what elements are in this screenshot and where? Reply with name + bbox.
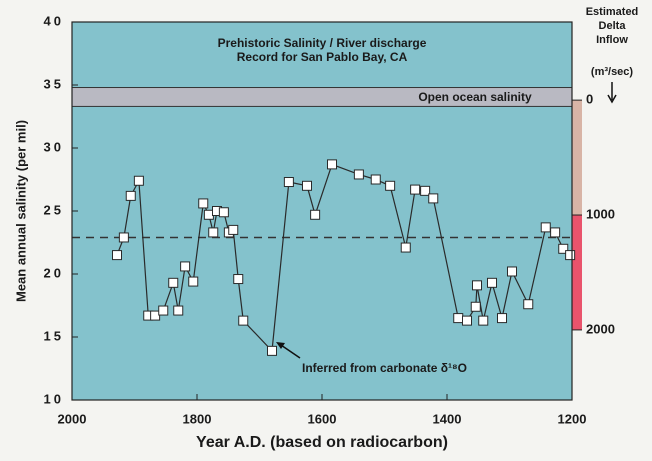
data-point	[310, 209, 321, 220]
data-point	[453, 313, 464, 324]
data-point	[158, 305, 169, 316]
data-point	[198, 198, 209, 209]
data-point	[462, 315, 472, 326]
data-point	[125, 190, 136, 201]
data-point	[188, 276, 199, 287]
data-point	[523, 299, 534, 310]
y2-axis-label: Delta	[599, 20, 627, 32]
data-point	[150, 310, 161, 321]
data-point	[173, 305, 184, 316]
data-point	[180, 261, 191, 272]
data-point	[133, 175, 144, 186]
y-tick-label: 35	[44, 76, 64, 91]
data-point	[540, 222, 551, 233]
data-point	[400, 242, 411, 253]
x-tick-label: 1600	[308, 411, 337, 426]
y-axis-label: Mean annual salinity (per mil)	[13, 120, 28, 302]
y2-tick-label: 0	[586, 92, 593, 107]
data-point	[267, 345, 277, 356]
x-axis-label: Year A.D. (based on radiocarbon)	[196, 434, 448, 451]
x-tick-label: 2000	[58, 411, 87, 426]
data-point	[208, 227, 219, 238]
plot-frame	[71, 21, 573, 401]
y2-axis-label: Estimated	[586, 6, 639, 18]
y-tick-label: 15	[44, 328, 64, 343]
data-point	[410, 184, 421, 195]
data-point	[385, 180, 396, 191]
chart-title: Prehistoric Salinity / River discharge	[218, 36, 427, 50]
y-tick-label: 40	[44, 13, 64, 28]
y-tick-label: 30	[44, 139, 64, 154]
data-point	[478, 315, 489, 326]
y-tick-label: 20	[44, 265, 64, 280]
data-point	[233, 274, 244, 285]
y2-axis-label: (m³/sec)	[591, 66, 634, 78]
plot-area	[72, 22, 572, 400]
data-point	[118, 232, 129, 243]
data-point	[558, 243, 569, 254]
arrow-head	[607, 94, 617, 104]
data-point	[565, 250, 576, 261]
y2-tick-label: 2000	[586, 321, 615, 336]
annotation: Inferred from carbonate δ¹⁸O	[302, 361, 467, 375]
data-point	[112, 250, 122, 261]
data-point	[420, 185, 431, 196]
y-tick-label: 10	[44, 391, 64, 406]
data-point	[327, 159, 337, 170]
x-tick-label: 1800	[183, 411, 212, 426]
reference-band-label: Open ocean salinity	[418, 90, 532, 104]
y2-color-segment	[572, 100, 582, 216]
annotation-arrow-head	[276, 342, 285, 349]
chart-title: Record for San Pablo Bay, CA	[237, 50, 408, 64]
data-point	[353, 169, 364, 180]
data-point	[487, 277, 497, 288]
data-point	[428, 193, 439, 204]
data-point	[370, 174, 381, 185]
y2-axis-label: Inflow	[596, 34, 628, 46]
y2-tick-label: 1000	[586, 206, 615, 221]
data-point	[218, 207, 229, 218]
data-point	[283, 177, 294, 188]
y2-color-segment	[572, 215, 582, 330]
data-point	[472, 280, 482, 291]
x-tick-label: 1400	[433, 411, 462, 426]
y-tick-label: 25	[44, 202, 64, 217]
data-point	[238, 315, 249, 326]
data-point	[470, 301, 481, 312]
data-point	[550, 227, 561, 238]
data-point	[507, 266, 517, 277]
x-tick-label: 1200	[558, 411, 587, 426]
data-point	[168, 277, 179, 288]
data-point	[228, 224, 239, 235]
data-point	[302, 180, 312, 191]
data-point	[497, 313, 507, 324]
